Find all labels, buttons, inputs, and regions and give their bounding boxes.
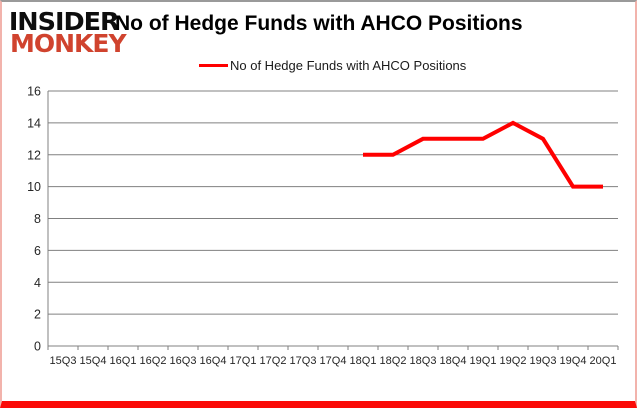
y-tick-label: 8 — [34, 212, 41, 226]
x-tick-label: 17Q1 — [230, 355, 257, 367]
x-tick-label: 15Q3 — [50, 355, 77, 367]
legend-label: No of Hedge Funds with AHCO Positions — [230, 58, 467, 73]
x-tick-label: 16Q2 — [140, 355, 167, 367]
x-tick-label: 15Q4 — [80, 355, 107, 367]
x-tick-label: 19Q2 — [500, 355, 527, 367]
y-tick-label: 2 — [34, 308, 41, 322]
y-tick-label: 12 — [27, 148, 41, 162]
y-tick-label: 4 — [34, 276, 41, 290]
y-tick-label: 16 — [27, 85, 41, 99]
logo-line-monkey: MONKEY — [10, 29, 127, 58]
y-tick-label: 6 — [34, 244, 41, 258]
data-line — [363, 120, 603, 189]
x-tick-label: 18Q4 — [440, 355, 467, 367]
x-tick-label: 16Q1 — [110, 355, 137, 367]
chart-title: No of Hedge Funds with AHCO Positions — [115, 12, 523, 35]
x-tick-label: 17Q2 — [260, 355, 287, 367]
x-tick-label: 17Q4 — [320, 355, 347, 367]
x-tick-label: 19Q3 — [530, 355, 557, 367]
y-tick-label: 10 — [27, 180, 41, 194]
y-tick-label: 14 — [27, 116, 41, 130]
x-tick-label: 16Q3 — [170, 355, 197, 367]
x-tick-label: 19Q1 — [470, 355, 497, 367]
x-tick-label: 18Q2 — [380, 355, 407, 367]
x-tick-label: 19Q4 — [560, 355, 587, 367]
x-tick-label: 20Q1 — [590, 355, 617, 367]
legend-line-icon — [199, 64, 228, 67]
legend: No of Hedge Funds with AHCO Positions — [199, 58, 466, 73]
x-tick-label: 17Q3 — [290, 355, 317, 367]
insider-monkey-logo: INSIDER MONKEY — [8, 7, 127, 58]
x-tick-label: 18Q3 — [410, 355, 437, 367]
logo-line-insider: INSIDER — [8, 7, 120, 36]
x-tick-label: 18Q1 — [350, 355, 377, 367]
x-tick-label: 16Q4 — [200, 355, 227, 367]
y-tick-label: 0 — [34, 340, 41, 354]
